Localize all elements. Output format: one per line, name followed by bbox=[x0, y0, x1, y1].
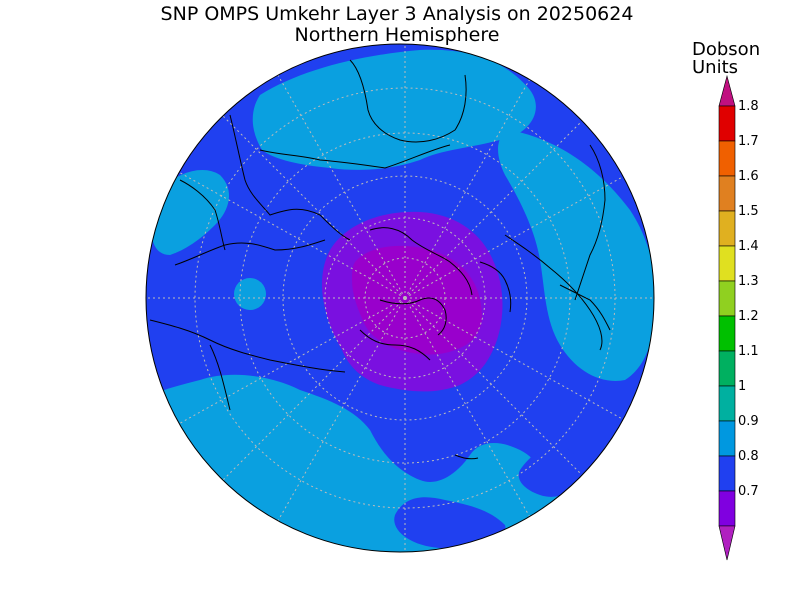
field-09-lobe-south bbox=[394, 497, 506, 549]
chart-subtitle: Northern Hemisphere bbox=[294, 24, 500, 46]
colorbar-tick-label: 1.7 bbox=[738, 134, 759, 149]
colorbar-swatch bbox=[718, 105, 736, 142]
coastlines bbox=[149, 59, 611, 460]
colorbar-tick-label: 0.7 bbox=[738, 484, 759, 499]
colorbar-swatch bbox=[718, 210, 736, 247]
colorbar-swatch bbox=[718, 350, 736, 387]
colorbar-swatch bbox=[718, 490, 736, 527]
map-border bbox=[145, 43, 655, 553]
colorbar-swatch bbox=[718, 140, 736, 177]
colorbar-high-arrow bbox=[718, 74, 736, 107]
colorbar-tick-label: 1.3 bbox=[738, 274, 759, 289]
field-10-west bbox=[151, 170, 230, 255]
colorbar-tick-label: 1.4 bbox=[738, 239, 759, 254]
colorbar-tick-label: 0.9 bbox=[738, 414, 759, 429]
colorbar-swatch bbox=[718, 455, 736, 492]
field-10-east bbox=[498, 130, 654, 381]
colorbar-swatch bbox=[718, 245, 736, 282]
map-fields bbox=[146, 44, 654, 552]
colorbar-tick-label: 1.6 bbox=[738, 169, 759, 184]
colorbar-tick-label: 0.8 bbox=[738, 449, 759, 464]
colorbar-units-line1: Dobson bbox=[692, 39, 761, 60]
colorbar-low-arrow bbox=[718, 525, 736, 561]
colorbar-swatch bbox=[718, 420, 736, 457]
colorbar-swatch bbox=[718, 385, 736, 422]
colorbar-tick-label: 1.8 bbox=[738, 99, 759, 114]
graticule bbox=[146, 44, 654, 552]
colorbar-tick-label: 1.2 bbox=[738, 309, 759, 324]
colorbar-swatch bbox=[718, 315, 736, 352]
field-10-spot bbox=[234, 278, 266, 310]
field-10-south bbox=[146, 374, 654, 552]
colorbar-units-line2: Units bbox=[692, 57, 739, 78]
colorbar-tick-label: 1.5 bbox=[738, 204, 759, 219]
colorbar-tick-label: 1 bbox=[738, 379, 746, 394]
colorbar-swatch bbox=[718, 280, 736, 317]
colorbar-tick-label: 1.1 bbox=[738, 344, 759, 359]
chart-title: SNP OMPS Umkehr Layer 3 Analysis on 2025… bbox=[160, 3, 634, 25]
field-10-north bbox=[252, 49, 536, 170]
colorbar-swatch bbox=[718, 175, 736, 212]
